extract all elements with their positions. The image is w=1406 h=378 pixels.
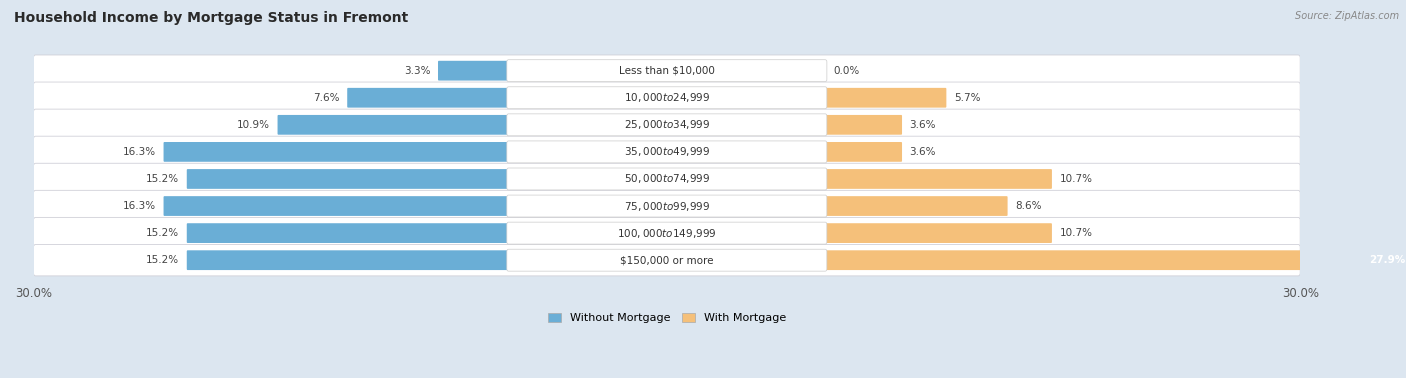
FancyBboxPatch shape: [824, 250, 1406, 270]
Text: 15.2%: 15.2%: [146, 255, 179, 265]
FancyBboxPatch shape: [34, 217, 1301, 249]
FancyBboxPatch shape: [506, 60, 827, 82]
Text: 3.6%: 3.6%: [910, 120, 936, 130]
Text: $25,000 to $34,999: $25,000 to $34,999: [624, 118, 710, 131]
FancyBboxPatch shape: [187, 169, 509, 189]
Text: 16.3%: 16.3%: [122, 201, 156, 211]
Text: 27.9%: 27.9%: [1369, 255, 1406, 265]
FancyBboxPatch shape: [506, 114, 827, 136]
FancyBboxPatch shape: [506, 141, 827, 163]
Text: Household Income by Mortgage Status in Fremont: Household Income by Mortgage Status in F…: [14, 11, 408, 25]
FancyBboxPatch shape: [347, 88, 509, 108]
FancyBboxPatch shape: [187, 223, 509, 243]
Text: 10.7%: 10.7%: [1060, 174, 1092, 184]
FancyBboxPatch shape: [34, 55, 1301, 87]
Text: 3.6%: 3.6%: [910, 147, 936, 157]
Text: 3.3%: 3.3%: [404, 66, 430, 76]
FancyBboxPatch shape: [187, 250, 509, 270]
Text: $50,000 to $74,999: $50,000 to $74,999: [624, 172, 710, 186]
FancyBboxPatch shape: [824, 169, 1052, 189]
FancyBboxPatch shape: [34, 191, 1301, 222]
FancyBboxPatch shape: [506, 87, 827, 109]
Text: 8.6%: 8.6%: [1015, 201, 1042, 211]
Text: 10.9%: 10.9%: [238, 120, 270, 130]
Text: 15.2%: 15.2%: [146, 228, 179, 238]
FancyBboxPatch shape: [506, 168, 827, 190]
FancyBboxPatch shape: [163, 196, 509, 216]
FancyBboxPatch shape: [506, 222, 827, 244]
FancyBboxPatch shape: [506, 195, 827, 217]
Text: 10.7%: 10.7%: [1060, 228, 1092, 238]
Text: Less than $10,000: Less than $10,000: [619, 66, 714, 76]
Text: 7.6%: 7.6%: [314, 93, 340, 103]
FancyBboxPatch shape: [34, 109, 1301, 141]
Text: $100,000 to $149,999: $100,000 to $149,999: [617, 227, 717, 240]
FancyBboxPatch shape: [824, 196, 1008, 216]
Legend: Without Mortgage, With Mortgage: Without Mortgage, With Mortgage: [543, 308, 790, 327]
Text: 0.0%: 0.0%: [834, 66, 860, 76]
Text: 5.7%: 5.7%: [953, 93, 980, 103]
Text: $150,000 or more: $150,000 or more: [620, 255, 714, 265]
FancyBboxPatch shape: [439, 61, 509, 81]
Text: 15.2%: 15.2%: [146, 174, 179, 184]
FancyBboxPatch shape: [34, 245, 1301, 276]
FancyBboxPatch shape: [34, 82, 1301, 113]
Text: $35,000 to $49,999: $35,000 to $49,999: [624, 146, 710, 158]
Text: $10,000 to $24,999: $10,000 to $24,999: [624, 91, 710, 104]
FancyBboxPatch shape: [277, 115, 509, 135]
FancyBboxPatch shape: [824, 115, 903, 135]
FancyBboxPatch shape: [163, 142, 509, 162]
FancyBboxPatch shape: [824, 88, 946, 108]
FancyBboxPatch shape: [824, 223, 1052, 243]
Text: Source: ZipAtlas.com: Source: ZipAtlas.com: [1295, 11, 1399, 21]
FancyBboxPatch shape: [34, 163, 1301, 195]
Text: $75,000 to $99,999: $75,000 to $99,999: [624, 200, 710, 212]
Text: 16.3%: 16.3%: [122, 147, 156, 157]
FancyBboxPatch shape: [824, 142, 903, 162]
FancyBboxPatch shape: [506, 249, 827, 271]
FancyBboxPatch shape: [34, 136, 1301, 167]
